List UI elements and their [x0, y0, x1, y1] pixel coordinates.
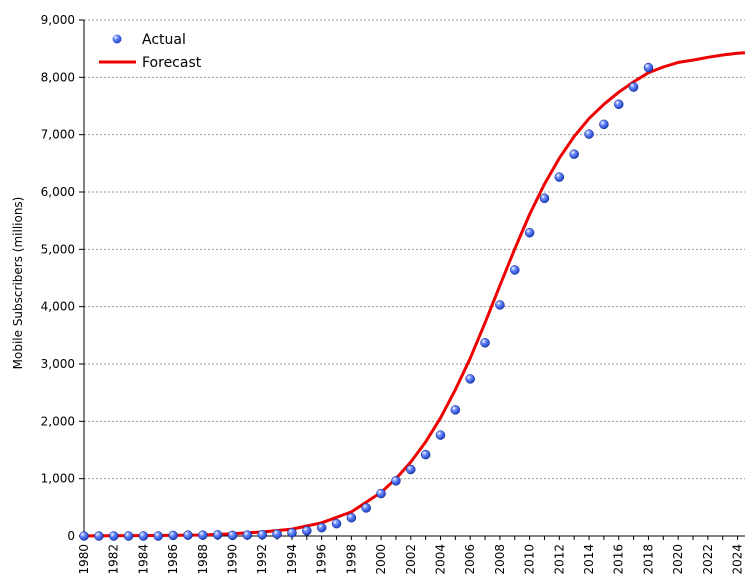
y-tick-label: 5,000 — [41, 242, 75, 256]
actual-point — [257, 529, 267, 540]
actual-point — [227, 530, 238, 541]
x-tick-label: 2010 — [523, 544, 537, 575]
x-tick-label: 2022 — [701, 544, 715, 575]
x-tick-label: 2016 — [612, 544, 626, 575]
actual-point — [450, 405, 461, 415]
actual-point — [153, 531, 164, 541]
actual-point — [183, 530, 193, 540]
forecast-series — [83, 51, 746, 538]
y-tick-label: 4,000 — [41, 300, 75, 314]
x-tick-label: 1996 — [315, 544, 329, 575]
actual-point — [510, 265, 520, 275]
y-axis-ticks: 0 1,000 2,000 3,000 4,000 5,000 6,000 7,000 8,00… — [41, 13, 84, 543]
actual-point — [628, 82, 639, 92]
actual-point — [584, 129, 594, 139]
actual-point — [123, 531, 134, 541]
actual-point — [643, 62, 654, 73]
x-tick-label: 2006 — [463, 544, 477, 575]
actual-point — [346, 512, 357, 523]
x-tick-label: 1998 — [344, 544, 358, 575]
actual-point — [376, 488, 386, 499]
y-tick-label: 2,000 — [41, 414, 75, 428]
x-tick-label: 1992 — [255, 544, 269, 575]
actual-series — [79, 62, 654, 541]
actual-point — [420, 449, 431, 460]
actual-point — [539, 193, 550, 204]
x-tick-label: 1990 — [226, 544, 240, 575]
x-axis-ticks: 1980 1982 1984 1986 1988 1990 1992 1994 1996 1998… — [77, 536, 745, 575]
actual-point — [242, 530, 253, 540]
forecast-line — [83, 51, 746, 538]
legend: Actual Forecast — [99, 32, 202, 71]
actual-point — [480, 338, 490, 348]
y-tick-label: 7,000 — [41, 128, 75, 142]
actual-point — [554, 172, 565, 182]
actual-point — [108, 531, 119, 541]
actual-point — [198, 530, 208, 540]
x-tick-label: 2024 — [731, 544, 745, 575]
actual-point — [391, 476, 401, 486]
y-tick-label: 1,000 — [41, 472, 75, 486]
actual-point — [613, 99, 624, 110]
x-tick-label: 2012 — [552, 544, 566, 575]
actual-point — [495, 300, 505, 310]
y-tick-label: 0 — [67, 529, 75, 543]
actual-point — [138, 531, 149, 541]
legend-forecast-label: Forecast — [142, 55, 202, 71]
actual-point — [361, 503, 371, 513]
actual-point — [302, 526, 312, 536]
actual-point — [435, 430, 446, 440]
x-tick-label: 2014 — [582, 544, 596, 575]
x-tick-label: 1980 — [77, 544, 91, 575]
x-tick-label: 2000 — [374, 544, 388, 575]
actual-point — [316, 522, 327, 533]
y-axis-title: Mobile Subscribers (millions) — [11, 197, 25, 370]
y-tick-label: 6,000 — [41, 185, 75, 199]
actual-point — [569, 149, 579, 159]
actual-point — [331, 518, 342, 529]
actual-point — [94, 531, 104, 541]
legend-actual-label: Actual — [142, 32, 186, 48]
y-tick-label: 8,000 — [41, 70, 75, 84]
x-tick-label: 1994 — [285, 544, 299, 575]
y-tick-label: 9,000 — [41, 13, 75, 27]
actual-point — [212, 530, 223, 540]
actual-point — [168, 530, 178, 541]
x-tick-label: 2018 — [641, 544, 655, 575]
legend-actual-marker — [112, 34, 122, 44]
actual-point — [406, 464, 416, 475]
x-tick-label: 1986 — [166, 544, 180, 575]
actual-point — [465, 374, 475, 384]
gridlines — [84, 19, 745, 480]
actual-point — [287, 528, 297, 538]
x-tick-label: 2002 — [404, 544, 418, 575]
actual-point — [272, 529, 282, 539]
actual-point — [599, 119, 609, 130]
actual-point — [79, 531, 89, 541]
x-tick-label: 2008 — [493, 544, 507, 575]
actual-point — [524, 227, 535, 238]
x-tick-label: 1988 — [196, 544, 210, 575]
y-tick-label: 3,000 — [41, 357, 75, 371]
x-tick-label: 2020 — [671, 544, 685, 575]
x-tick-label: 1984 — [136, 544, 150, 575]
x-tick-label: 1982 — [107, 544, 121, 575]
x-tick-label: 2004 — [433, 544, 447, 575]
